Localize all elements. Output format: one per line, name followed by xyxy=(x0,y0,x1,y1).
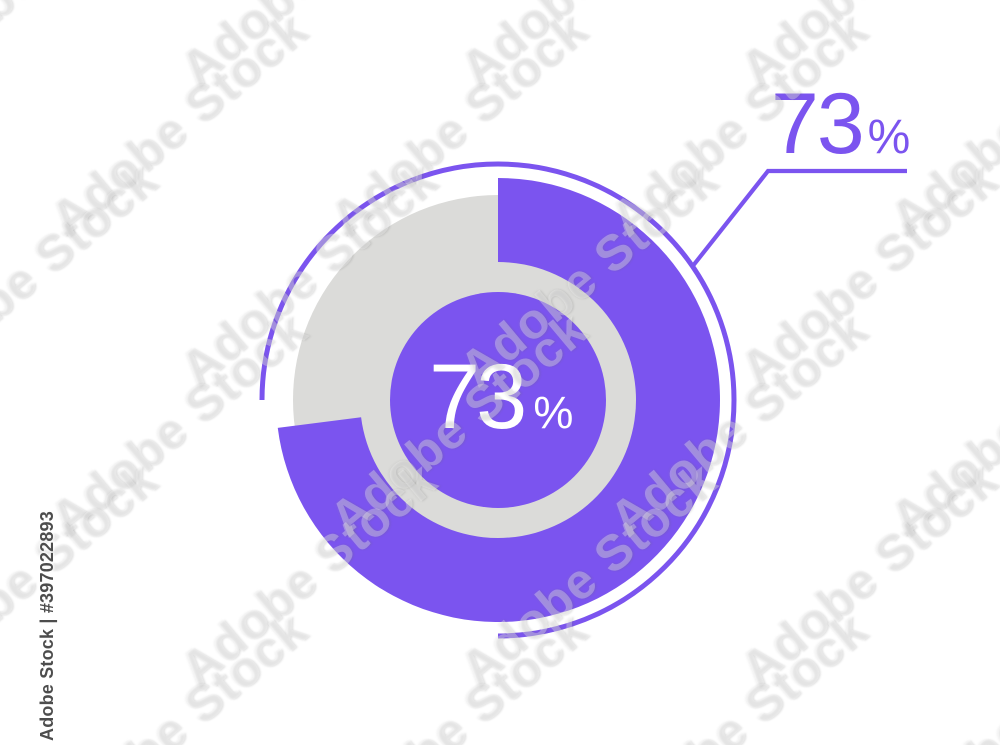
center-value-number: 73 xyxy=(429,346,527,448)
callout-value-unit: % xyxy=(867,111,911,164)
decorative-outer-arc xyxy=(259,161,737,639)
pie-center-disc xyxy=(390,292,606,508)
center-value-unit: % xyxy=(533,387,574,438)
adobe-stock-id-watermark: Adobe Stock | #397022893 xyxy=(37,511,57,741)
center-value-label: 73 % xyxy=(429,351,573,443)
callout-value-number: 73 xyxy=(771,76,865,172)
pie-value-slice xyxy=(277,178,721,622)
callout-value-label: 73 % xyxy=(771,81,910,167)
callout-connector-line xyxy=(690,168,907,269)
